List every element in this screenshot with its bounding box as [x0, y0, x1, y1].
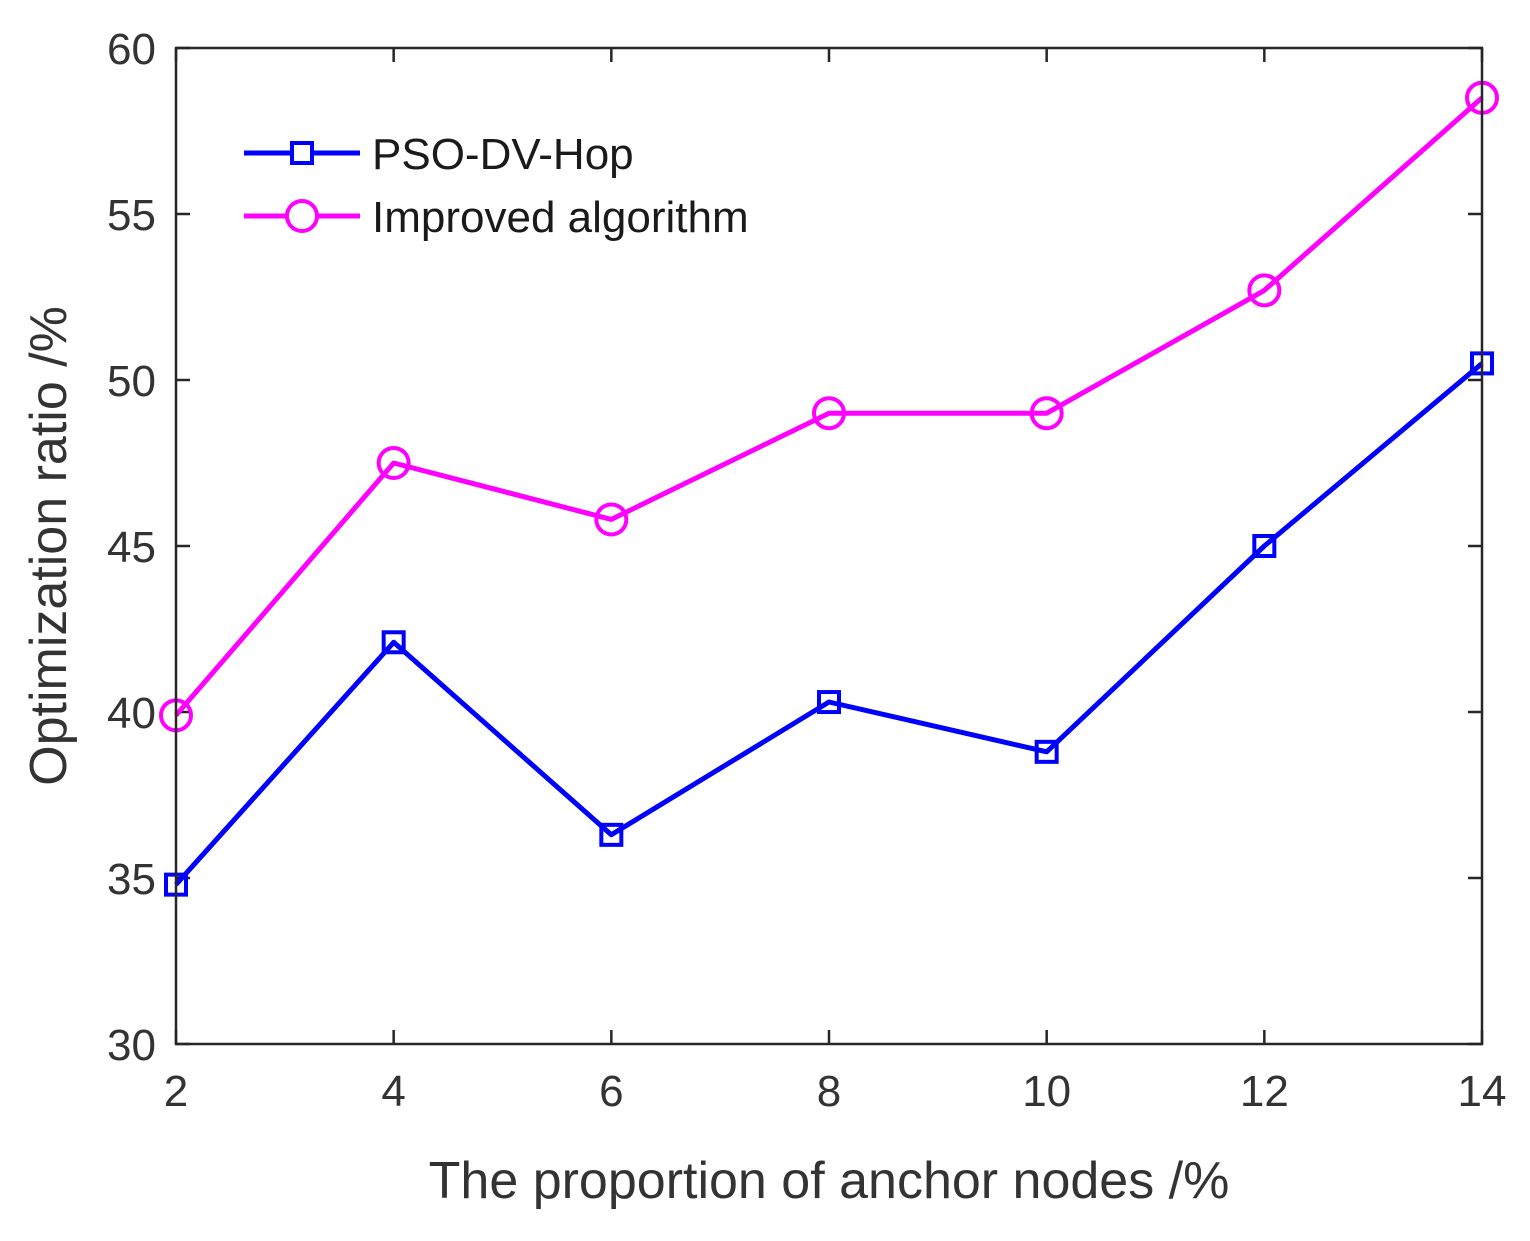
- legend-marker-circle: [285, 199, 319, 233]
- x-tick-label: 4: [381, 1067, 405, 1116]
- plot-frame: [174, 46, 1484, 1046]
- series-layer: [159, 80, 1499, 897]
- data-point-pso-dv-hop: [599, 822, 624, 847]
- legend: PSO-DV-Hop Improved algorithm: [244, 130, 749, 242]
- x-tick-label: 2: [164, 1067, 188, 1116]
- y-tick-label: 45: [107, 523, 156, 572]
- data-point-improved-algorithm: [594, 502, 629, 537]
- x-axis-label: The proportion of anchor nodes /%: [429, 1152, 1230, 1210]
- x-tick-label: 14: [1458, 1067, 1507, 1116]
- data-point-pso-dv-hop: [381, 630, 406, 655]
- y-tick-label: 30: [107, 1021, 156, 1070]
- ticks-layer: 2 4 6 8 10 12 14 30 35 40 45 50 55 60: [107, 25, 1506, 1116]
- y-tick-label: 55: [107, 191, 156, 240]
- x-tick-label: 8: [817, 1067, 841, 1116]
- y-axis-label: Optimization ratio /%: [20, 306, 78, 786]
- y-tick-label: 40: [107, 689, 156, 738]
- data-point-pso-dv-hop: [1034, 739, 1059, 764]
- x-tick-label: 6: [599, 1067, 623, 1116]
- data-point-improved-algorithm: [376, 446, 411, 480]
- series-line-improved-algorithm: [174, 95, 1484, 717]
- y-tick-label: 60: [107, 25, 156, 74]
- legend-marker-square: [290, 141, 314, 165]
- x-tick-label: 10: [1022, 1067, 1071, 1116]
- y-tick-label: 35: [107, 855, 156, 904]
- x-tick-label: 12: [1240, 1067, 1289, 1116]
- legend-label-pso-dv-hop: PSO-DV-Hop: [372, 130, 634, 179]
- legend-item-pso-dv-hop: PSO-DV-Hop: [244, 130, 634, 179]
- legend-item-improved-algorithm: Improved algorithm: [244, 193, 749, 242]
- data-point-improved-algorithm: [812, 396, 846, 431]
- series-line-pso-dv-hop: [174, 361, 1484, 887]
- data-point-pso-dv-hop: [817, 690, 841, 715]
- y-tick-label: 50: [107, 357, 156, 406]
- data-point-improved-algorithm: [1029, 396, 1064, 431]
- data-point-pso-dv-hop: [1252, 534, 1277, 558]
- legend-label-improved-algorithm: Improved algorithm: [372, 193, 749, 242]
- data-point-improved-algorithm: [1247, 273, 1282, 308]
